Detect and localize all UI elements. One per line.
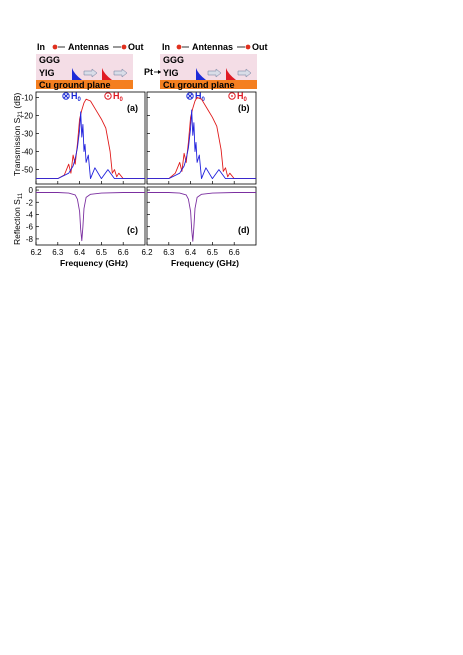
panel-a-ytick-label-4: -50 — [21, 166, 33, 175]
right-yig-label: YIG — [163, 68, 179, 78]
left-h-blue-label: H0 — [71, 91, 82, 103]
panel-c-frame — [35, 186, 146, 246]
frequency-axis-title-left: Frequency (GHz) — [60, 258, 128, 268]
panel-d-xtick-label-1: 6.3 — [163, 248, 175, 257]
left-h-red-dot-icon — [107, 95, 109, 97]
panel-c-ytick-label-1: -2 — [26, 198, 34, 207]
panel-c-ytick-label-3: -6 — [26, 223, 34, 232]
right-out-label: Out — [252, 42, 268, 52]
panel-c-xtick-label-4: 6.6 — [118, 248, 130, 257]
left-h-blue-field: H0 — [62, 91, 82, 103]
panel-a-frame — [35, 91, 146, 185]
panel-d-frame — [146, 186, 257, 246]
panel-c-xtick-label-0: 6.2 — [30, 248, 42, 257]
right-blue-wave-icon — [196, 68, 206, 80]
panel-b-frame — [146, 91, 257, 185]
panel-a-ytick-label-0: -10 — [21, 93, 33, 102]
panel-d-xtick-label-4: 6.6 — [229, 248, 241, 257]
right-in-label: In — [162, 42, 170, 52]
panel-a-series-0 — [36, 98, 145, 180]
left-cu-label: Cu ground plane — [39, 80, 111, 90]
left-cu-plane — [36, 80, 133, 89]
right-h-blue-icon — [186, 92, 194, 100]
panel-d-xtick-label-3: 6.5 — [207, 248, 219, 257]
left-in-label: In — [37, 42, 45, 52]
left-h-blue-icon — [62, 92, 70, 100]
right-pt-arrowhead-icon — [158, 70, 161, 74]
left-wave-arrow-2-icon — [113, 68, 128, 78]
left-blue-wave-icon — [72, 68, 82, 80]
right-antennas-label: Antennas — [192, 42, 233, 52]
left-in-port-icon — [52, 44, 58, 50]
transmission-axis-title: Transmission S21 (dB) — [12, 92, 24, 176]
panel-a-ytick-label-2: -30 — [21, 129, 33, 138]
left-h-red-label: H0 — [113, 91, 124, 103]
panel-b-series-0 — [147, 96, 256, 180]
right-cu-plane — [160, 80, 257, 89]
panel-c-xtick-label-3: 6.5 — [96, 248, 108, 257]
panel-a-ytick-label-3: -40 — [21, 148, 33, 157]
left-out-label: Out — [128, 42, 144, 52]
right-pt-label: Pt — [144, 67, 153, 77]
right-h-red-field: H0 — [228, 91, 248, 103]
panel-c-label: (c) — [127, 225, 138, 235]
panel-a-label: (a) — [127, 103, 138, 113]
panel-c-ytick-label-0: 0 — [29, 186, 34, 195]
panel-c-xtick-label-1: 6.3 — [52, 248, 64, 257]
left-h-red-field: H0 — [104, 91, 124, 103]
reflection-axis-title: Reflection S11 — [12, 192, 24, 245]
panel-a-series-1 — [36, 111, 145, 180]
right-h-blue-label: H0 — [195, 91, 206, 103]
panel-d-xtick-label-2: 6.4 — [185, 248, 197, 257]
tick-marks: -10 -20 -30 -40 -50 0 -2 -4 -6 -8 6.2 6.3 6.4 6.5 6.6 6… — [21, 93, 240, 257]
left-ggg-label: GGG — [39, 55, 60, 65]
left-antennas-label: Antennas — [68, 42, 109, 52]
right-h-blue-field: H0 — [186, 91, 206, 103]
right-ggg-label: GGG — [163, 55, 184, 65]
panel-b-label: (b) — [238, 103, 250, 113]
panel-c-ytick-label-2: -4 — [26, 210, 34, 219]
left-wave-arrow-1-icon — [83, 68, 98, 78]
left-ggg-layer — [36, 54, 133, 80]
right-h-red-icon — [228, 92, 236, 100]
right-wave-arrow-2-icon — [237, 68, 252, 78]
chart-marks — [36, 96, 256, 242]
panel-c-xtick-label-2: 6.4 — [74, 248, 86, 257]
right-schematic: In Antennas Out GGG YIG Cu ground plane … — [144, 42, 268, 103]
panel-d-xtick-label-0: 6.2 — [141, 248, 153, 257]
frequency-axis-title-right: Frequency (GHz) — [171, 258, 239, 268]
panel-d-series-0 — [147, 192, 256, 242]
panel-a-ytick-label-1: -20 — [21, 111, 33, 120]
left-red-wave-icon — [102, 68, 112, 80]
right-h-red-dot-icon — [231, 95, 233, 97]
panel-d-label: (d) — [238, 225, 250, 235]
panel-c-ytick-label-4: -8 — [26, 235, 34, 244]
left-schematic: In Antennas Out GGG YIG Cu ground plane … — [36, 42, 144, 103]
right-h-red-label: H0 — [237, 91, 248, 103]
left-out-port-icon — [121, 44, 127, 50]
right-ggg-layer — [160, 54, 257, 80]
right-in-port-icon — [176, 44, 182, 50]
right-red-wave-icon — [226, 68, 236, 80]
right-out-port-icon — [245, 44, 251, 50]
panel-c-series-0 — [36, 192, 145, 242]
panel-b-series-1 — [147, 109, 256, 180]
left-yig-label: YIG — [39, 68, 55, 78]
right-wave-arrow-1-icon — [207, 68, 222, 78]
left-h-red-icon — [104, 92, 112, 100]
left-h-blue-cross-icon — [63, 93, 69, 99]
right-cu-label: Cu ground plane — [163, 80, 235, 90]
right-h-blue-cross-icon — [187, 93, 193, 99]
